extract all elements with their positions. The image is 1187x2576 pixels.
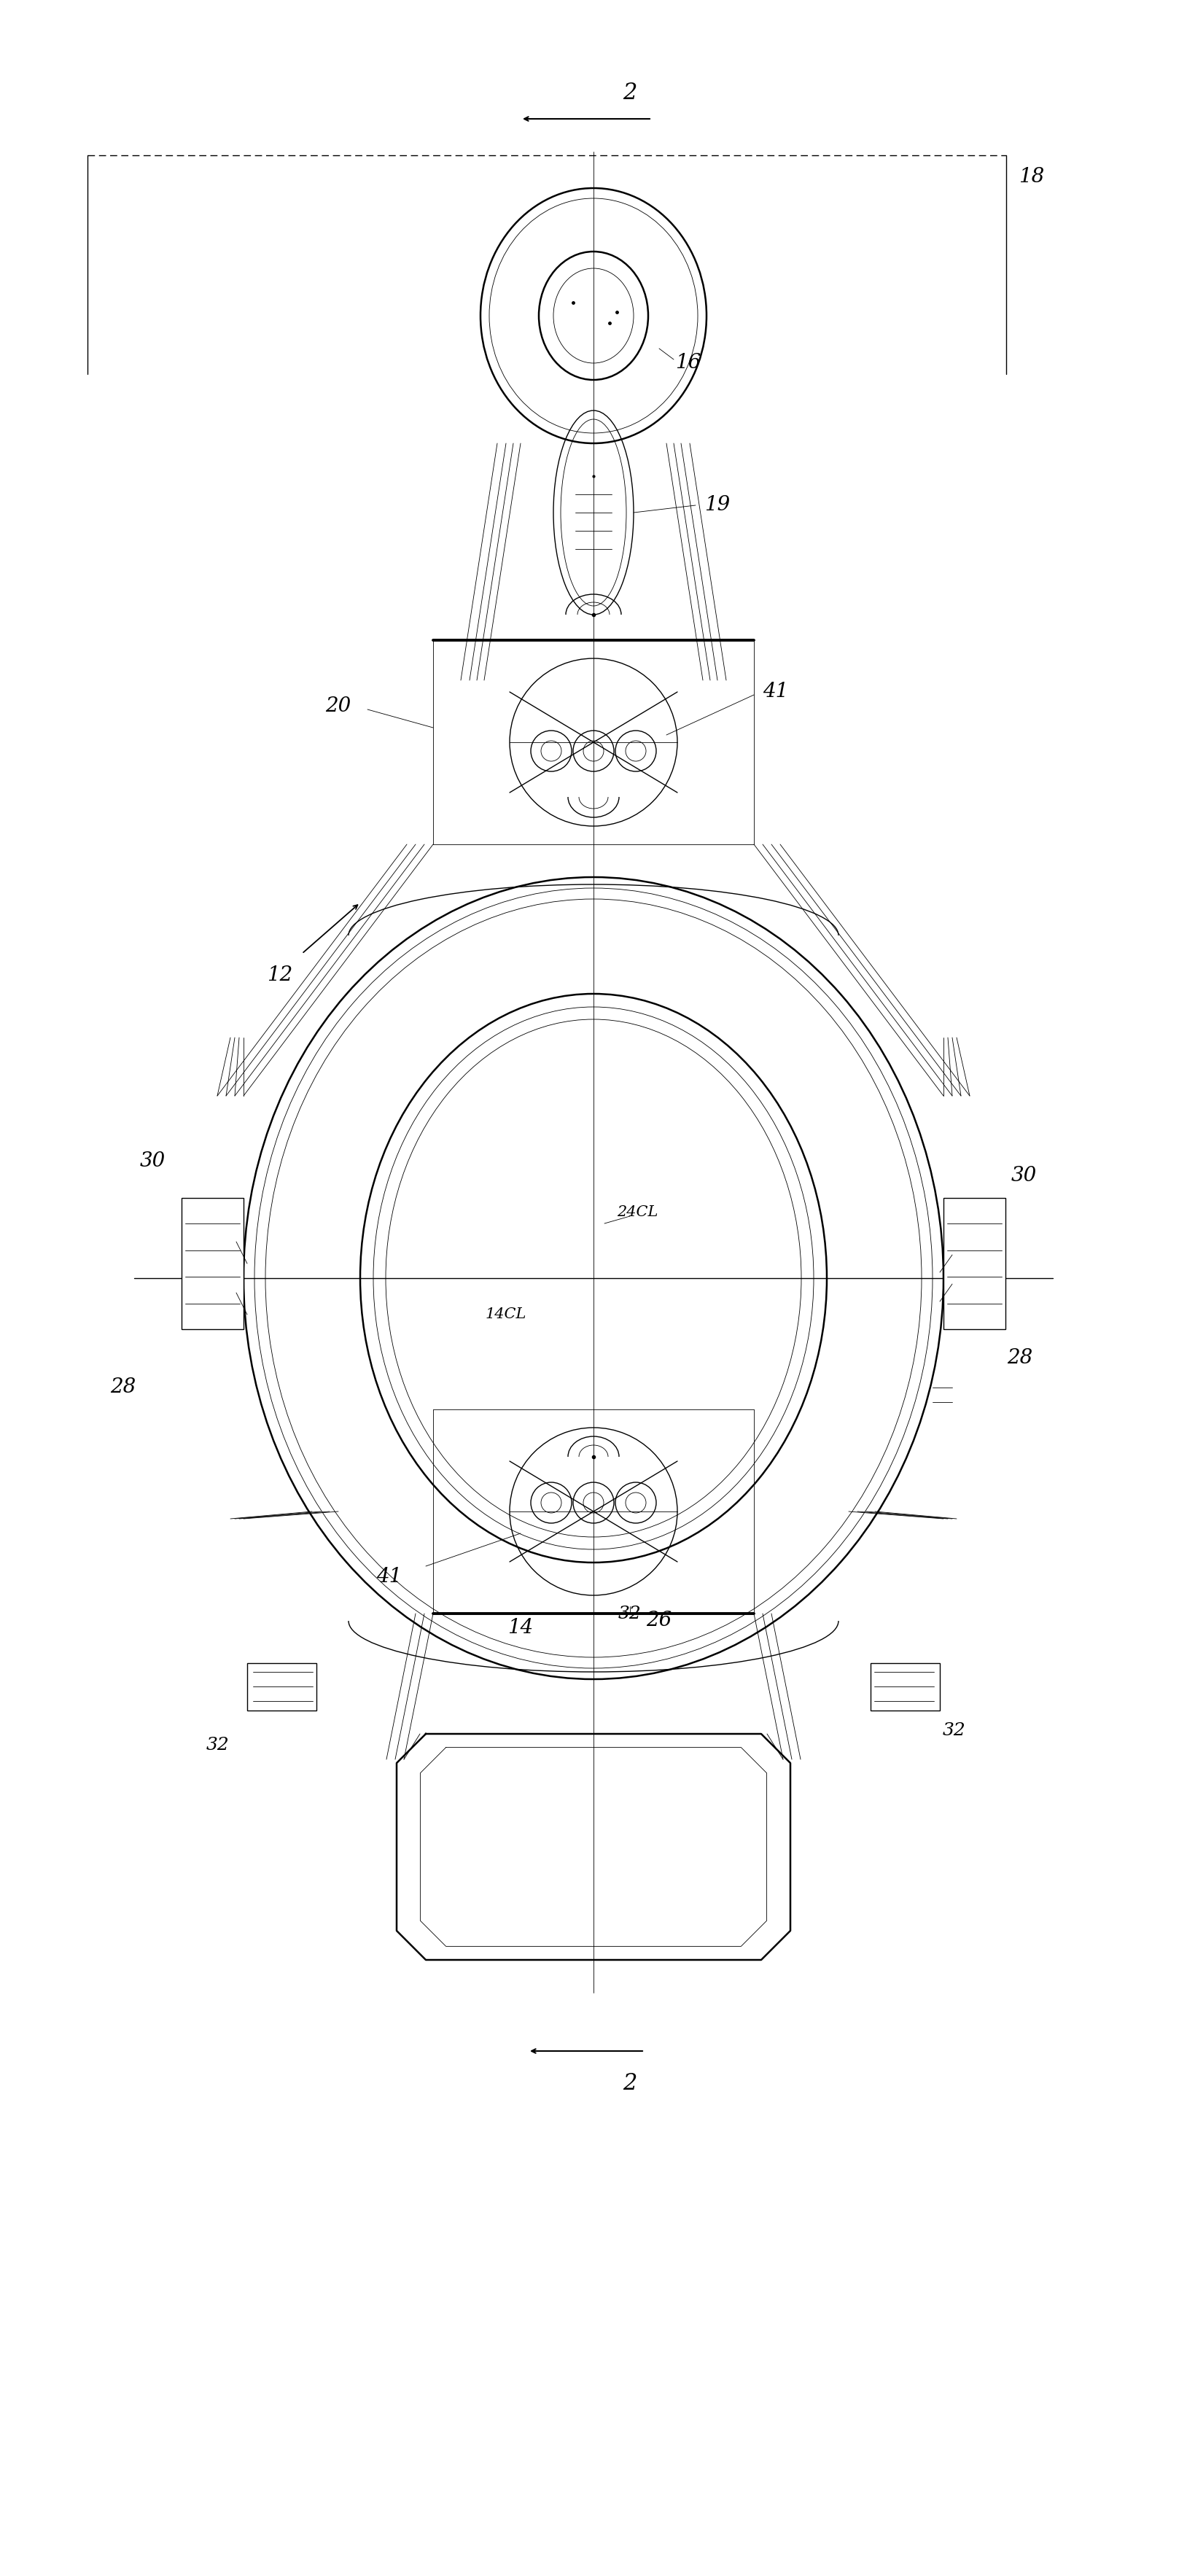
Text: 18: 18 <box>1018 167 1045 188</box>
Text: 26: 26 <box>646 1610 672 1631</box>
Bar <box>182 1198 243 1329</box>
Text: 41: 41 <box>763 683 788 701</box>
Text: 28: 28 <box>110 1378 137 1396</box>
Text: 32: 32 <box>207 1736 229 1754</box>
Text: 20: 20 <box>325 696 351 716</box>
Bar <box>944 1198 1005 1329</box>
Text: 24CL: 24CL <box>617 1206 658 1218</box>
Bar <box>870 1662 940 1710</box>
Text: 16: 16 <box>675 353 702 374</box>
Text: 12: 12 <box>267 966 293 987</box>
Text: 32: 32 <box>618 1605 641 1623</box>
Text: 2: 2 <box>623 82 637 106</box>
Text: 41: 41 <box>376 1566 402 1587</box>
Text: 14CL: 14CL <box>485 1309 527 1321</box>
Text: 14: 14 <box>508 1618 533 1638</box>
Text: 19: 19 <box>705 495 730 515</box>
Text: 30: 30 <box>140 1151 165 1172</box>
Bar <box>247 1662 317 1710</box>
Text: 2: 2 <box>623 2074 637 2094</box>
Text: 30: 30 <box>1011 1167 1036 1185</box>
Text: 32: 32 <box>942 1721 966 1739</box>
Text: 28: 28 <box>1008 1347 1033 1368</box>
